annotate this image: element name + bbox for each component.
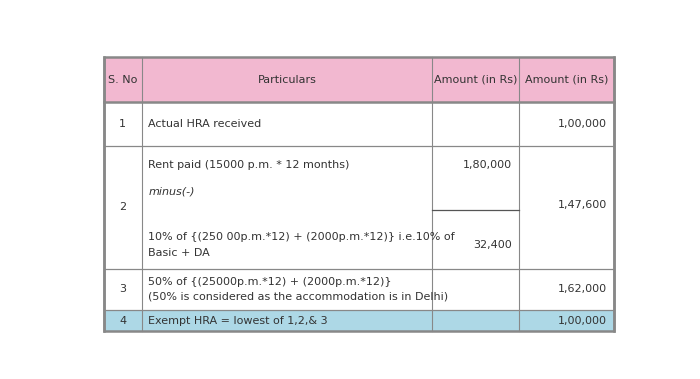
Text: minus(-): minus(-)	[148, 187, 195, 197]
Text: 3: 3	[119, 284, 126, 294]
Text: Amount (in Rs): Amount (in Rs)	[524, 75, 608, 85]
Text: 10% of {(250 00p.m.*12) + (2000p.m.*12)} i.e.10% of: 10% of {(250 00p.m.*12) + (2000p.m.*12)}…	[148, 232, 455, 242]
Bar	[104, 102, 614, 146]
Text: Actual HRA received: Actual HRA received	[148, 119, 262, 129]
Text: 2: 2	[119, 202, 126, 213]
Text: 32,400: 32,400	[473, 240, 512, 250]
Text: S. No: S. No	[108, 75, 137, 85]
Text: 1: 1	[119, 119, 126, 129]
Text: Exempt HRA = lowest of 1,2,& 3: Exempt HRA = lowest of 1,2,& 3	[148, 316, 328, 326]
Text: 4: 4	[119, 316, 126, 326]
Text: Amount (in Rs): Amount (in Rs)	[434, 75, 517, 85]
Bar	[104, 146, 614, 269]
Text: 1,80,000: 1,80,000	[463, 160, 512, 170]
Bar	[104, 269, 614, 310]
Text: 1,00,000: 1,00,000	[558, 119, 607, 129]
Text: (50% is considered as the accommodation is in Delhi): (50% is considered as the accommodation …	[148, 291, 449, 301]
Bar	[104, 57, 614, 102]
Text: Basic + DA: Basic + DA	[148, 248, 210, 258]
Text: Rent paid (15000 p.m. * 12 months): Rent paid (15000 p.m. * 12 months)	[148, 160, 349, 170]
Text: 1,47,600: 1,47,600	[558, 199, 607, 210]
Text: 1,62,000: 1,62,000	[558, 284, 607, 294]
Text: 1,00,000: 1,00,000	[558, 316, 607, 326]
Bar	[104, 310, 614, 332]
Text: 50% of {(25000p.m.*12) + (2000p.m.*12)}: 50% of {(25000p.m.*12) + (2000p.m.*12)}	[148, 277, 392, 287]
Text: Particulars: Particulars	[258, 75, 316, 85]
